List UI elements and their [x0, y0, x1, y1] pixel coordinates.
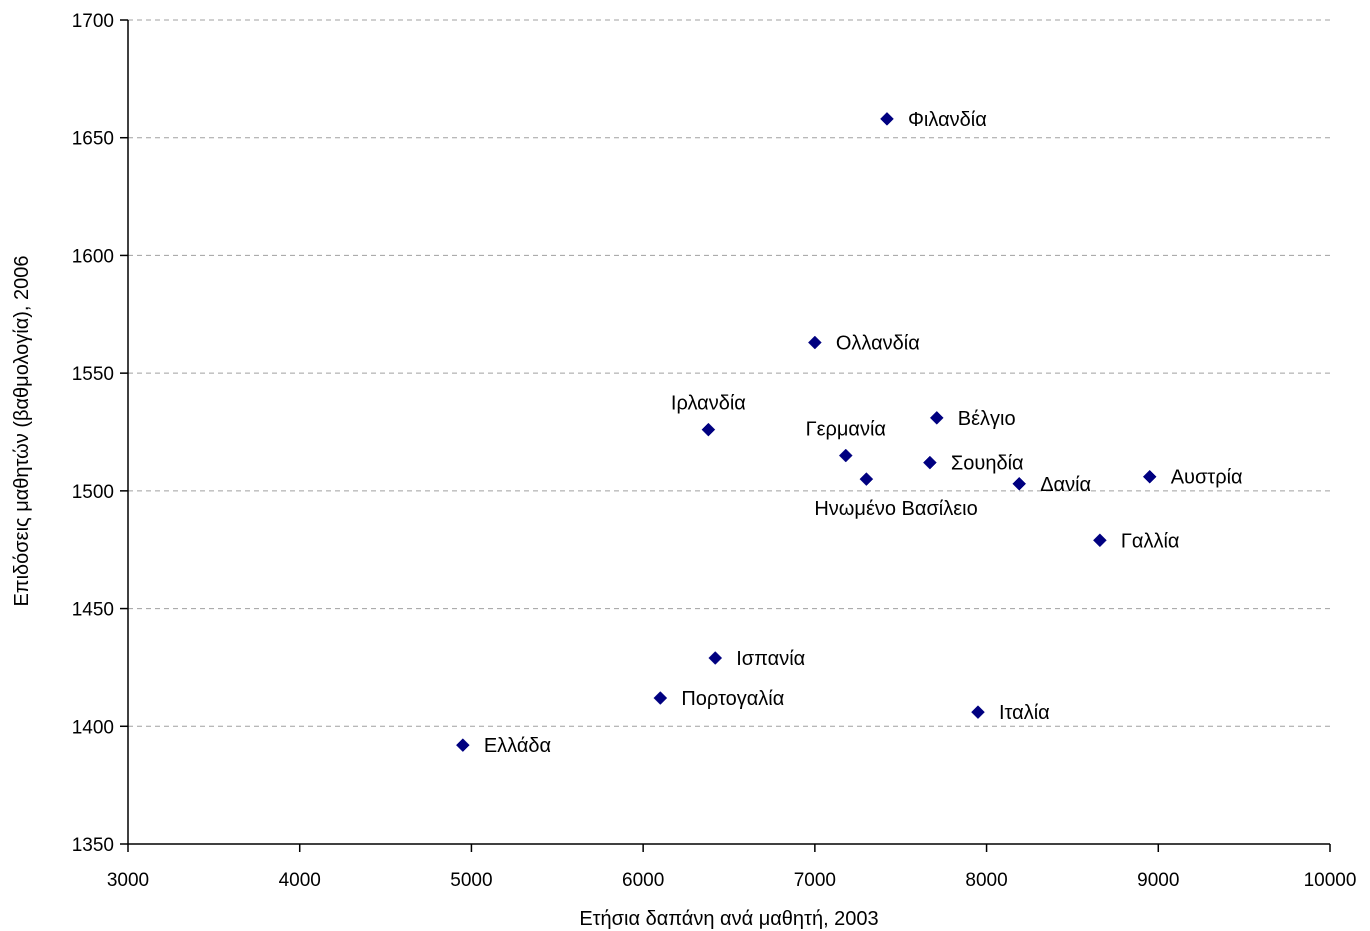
data-point: [1012, 476, 1027, 491]
point-label: Ιρλανδία: [671, 393, 746, 415]
point-label: Ελλάδα: [484, 735, 551, 757]
data-point: [455, 738, 470, 752]
axes: [120, 19, 1331, 852]
point-label: Πορτογαλία: [681, 688, 784, 710]
y-tick-label: 1450: [72, 600, 114, 621]
y-tick-label: 1550: [72, 364, 114, 385]
data-point: [708, 651, 723, 665]
x-tick-label: 10000: [1304, 870, 1357, 891]
point-label: Αυστρία: [1171, 467, 1243, 489]
gridlines: [128, 19, 1330, 727]
x-tick-label: 6000: [622, 870, 664, 891]
point-label: Ισπανία: [736, 648, 805, 670]
y-tick-label: 1500: [72, 482, 114, 503]
point-labels: Φιλανδία Ολλανδία Ιρλανδία Βέλγιο Γερμανία Σο…: [484, 109, 1243, 757]
y-axis-title: Επιδόσεις μαθητών (βαθμολογία), 2006: [11, 255, 33, 606]
data-point: [1142, 469, 1157, 484]
y-tick-label: 1350: [72, 835, 114, 856]
point-label: Γαλλία: [1121, 530, 1180, 552]
point-label: Σουηδία: [951, 453, 1024, 475]
point-label: Ιταλία: [999, 702, 1050, 724]
data-points: [455, 112, 1157, 752]
data-point: [838, 448, 853, 463]
point-label: Ολλανδία: [836, 333, 920, 355]
x-tick-label: 3000: [107, 870, 149, 891]
point-label: Δανία: [1040, 474, 1091, 496]
tick-labels: 1350 1400 1450 1500 1550 1600 1650 1700 3000 4000…: [72, 11, 1357, 891]
data-point: [880, 112, 894, 126]
x-axis-title: Ετήσια δαπάνη ανά μαθητή, 2003: [579, 908, 878, 930]
y-tick-label: 1700: [72, 11, 114, 32]
point-label: Ηνωμένο Βασίλειο: [814, 498, 977, 520]
data-point: [701, 422, 716, 437]
data-point: [1093, 533, 1107, 548]
data-point: [808, 335, 822, 350]
data-point: [971, 705, 985, 720]
point-label: Γερμανία: [806, 419, 886, 441]
data-point: [929, 411, 944, 425]
x-tick-label: 4000: [279, 870, 321, 891]
y-tick-label: 1650: [72, 129, 114, 150]
point-label: Φιλανδία: [908, 109, 987, 131]
data-point: [859, 472, 874, 486]
x-tick-label: 8000: [965, 870, 1007, 891]
data-point: [653, 691, 668, 705]
x-tick-label: 5000: [450, 870, 492, 891]
y-tick-label: 1400: [72, 717, 114, 738]
point-label: Βέλγιο: [958, 408, 1016, 430]
x-tick-label: 9000: [1137, 870, 1179, 891]
x-tick-label: 7000: [794, 870, 836, 891]
y-tick-label: 1600: [72, 246, 114, 267]
data-point: [923, 455, 937, 470]
